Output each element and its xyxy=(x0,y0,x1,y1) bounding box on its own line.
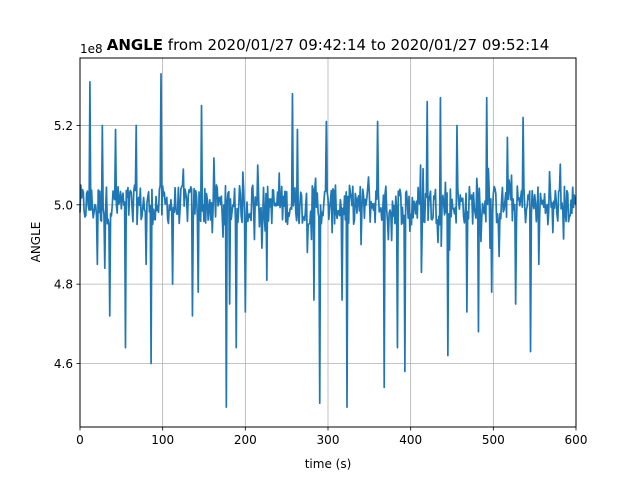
y-tick-label: 5.2 xyxy=(54,119,73,133)
y-tick-label: 5.0 xyxy=(54,198,73,212)
x-axis-label: time (s) xyxy=(305,457,352,471)
x-tick-label: 300 xyxy=(317,433,340,447)
angle-series-line xyxy=(79,73,577,409)
x-tick-label: 200 xyxy=(234,433,257,447)
x-tick-label: 400 xyxy=(399,433,422,447)
series-layer xyxy=(79,73,577,409)
y-axis: 4.6 4.8 5.0 5.2 xyxy=(54,119,80,371)
x-tick-label: 500 xyxy=(482,433,505,447)
x-axis: 0 100 200 300 400 500 600 xyxy=(76,427,587,447)
chart-title: ANGLE from 2020/01/27 09:42:14 to 2020/0… xyxy=(107,36,550,54)
y-offset-label: 1e8 xyxy=(80,42,103,56)
y-axis-label: ANGLE xyxy=(29,222,43,263)
y-tick-label: 4.6 xyxy=(54,357,73,371)
x-tick-label: 100 xyxy=(151,433,174,447)
x-tick-label: 600 xyxy=(565,433,588,447)
chart-title-range: from 2020/01/27 09:42:14 to 2020/01/27 0… xyxy=(163,36,549,54)
y-tick-label: 4.8 xyxy=(54,278,73,292)
chart-title-bold: ANGLE xyxy=(107,36,163,54)
x-tick-label: 0 xyxy=(76,433,84,447)
